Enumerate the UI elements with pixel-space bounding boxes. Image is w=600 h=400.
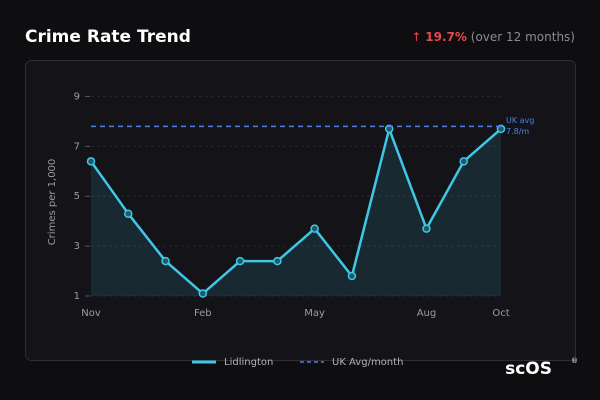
point xyxy=(459,157,468,166)
y-axis-label: Crimes per 1,000 xyxy=(47,159,58,246)
point xyxy=(161,256,170,266)
point xyxy=(86,157,96,166)
y-tick-label: 7 xyxy=(74,141,80,152)
logo-mark: ® xyxy=(571,357,578,365)
reference-label: UK avg xyxy=(506,116,534,125)
change-note: (over 12 months) xyxy=(471,30,575,44)
x-tick-label: Aug xyxy=(417,308,437,319)
point xyxy=(124,209,133,218)
y-tick-label: 3 xyxy=(74,241,80,252)
change: ↑ 19.7% (over 12 months) xyxy=(411,30,575,44)
x-tick-label: May xyxy=(304,308,325,319)
x-tick-label: Nov xyxy=(81,308,101,319)
x-tick-label: Oct xyxy=(492,308,509,319)
title: Crime Rate Trend xyxy=(25,27,191,47)
point xyxy=(198,289,208,298)
point xyxy=(235,256,245,266)
change-value: 19.7% xyxy=(425,30,467,44)
y-tick-label: 5 xyxy=(74,191,80,202)
y-tick-label: 9 xyxy=(74,91,80,102)
point xyxy=(422,224,431,233)
legend-label: UK Avg/month xyxy=(332,357,403,368)
line xyxy=(89,127,502,295)
x-tick-label: Feb xyxy=(194,308,212,319)
point xyxy=(347,271,357,281)
point xyxy=(273,256,282,266)
point xyxy=(310,224,319,233)
logo: scOS xyxy=(505,359,552,379)
card xyxy=(25,60,576,361)
area xyxy=(91,128,501,296)
y-tick-label: 1 xyxy=(74,291,80,302)
legend-label: Lidlington xyxy=(224,357,273,368)
reference-value-label: 7.8/m xyxy=(506,127,529,136)
change-arrow: ↑ xyxy=(411,30,421,44)
